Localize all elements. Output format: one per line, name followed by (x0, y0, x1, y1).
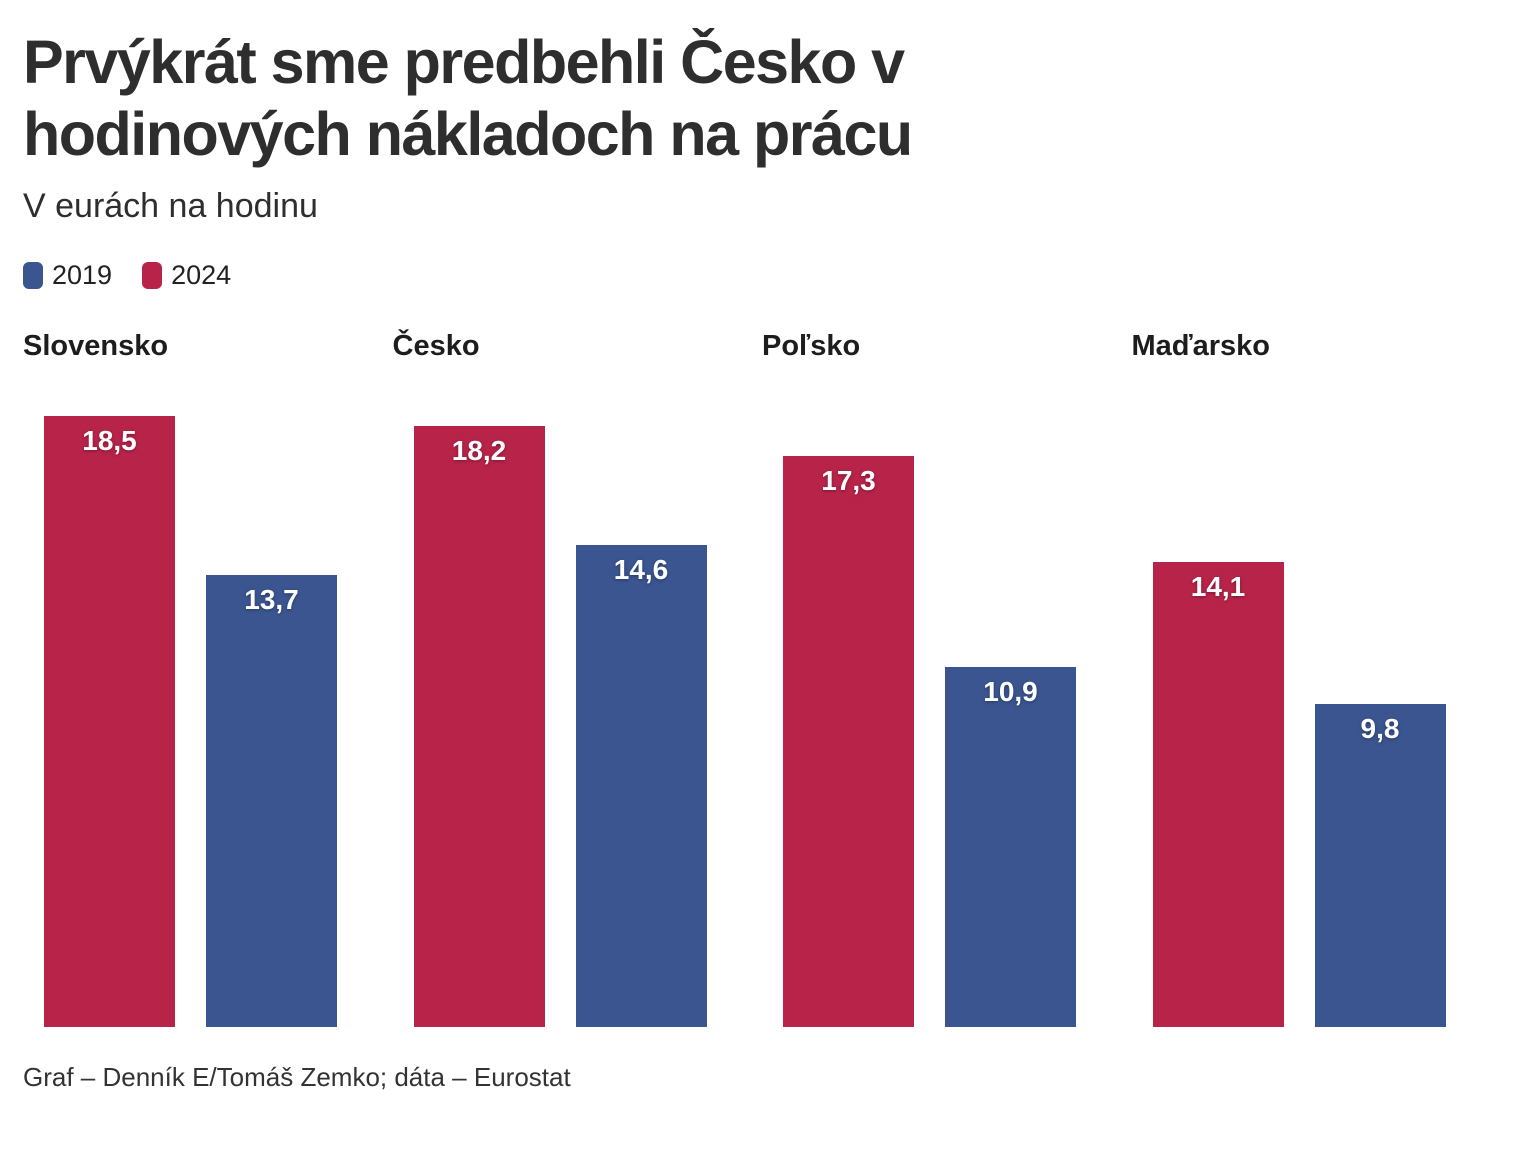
bar-value-label: 18,5 (82, 425, 137, 456)
legend-swatch-2019 (23, 262, 43, 289)
category-label-polsko: Poľsko (762, 330, 861, 362)
bar-value-label: 17,3 (821, 465, 876, 496)
bar-value-label: 14,6 (613, 554, 669, 585)
category-label-slovensko: Slovensko (23, 330, 169, 362)
bar-group-cesko: 18,2 14,6 (393, 387, 763, 1027)
category-label-madarsko: Maďarsko (1131, 330, 1271, 362)
legend-label-2024: 2024 (171, 260, 232, 290)
legend: 2019 2024 (23, 262, 1501, 289)
bar-group-slovensko: 18,5 13,7 (23, 387, 393, 1027)
bar-2019-slovensko: 13,7 (206, 575, 337, 1027)
bar-group-polsko: 17,3 10,9 (762, 387, 1132, 1027)
legend-item-2024: 2024 (142, 262, 231, 289)
bar-2019-madarsko: 9,8 (1314, 704, 1446, 1027)
facet-madarsko: Maďarsko 14,1 9,8 (1132, 331, 1502, 1027)
category-label-cesko: Česko (392, 330, 480, 362)
bar-value-label: 10,9 (983, 676, 1038, 707)
facet-cesko: Česko 18,2 14,6 (393, 331, 763, 1027)
facets-row: Slovensko 18,5 13,7 Česko 18,2 14,6 (23, 331, 1501, 1027)
bar-2024-cesko: 18,2 (413, 426, 545, 1027)
legend-swatch-2024 (142, 262, 163, 289)
bar-2024-madarsko: 14,1 (1152, 562, 1284, 1027)
bar-value-label: 9,8 (1360, 713, 1400, 744)
chart-title: Prvýkrát sme predbehli Česko v hodinovýc… (23, 26, 1501, 170)
chart-title-line1: Prvýkrát sme predbehli Česko v (23, 28, 905, 96)
bar-value-label: 13,7 (244, 584, 299, 615)
legend-label-2019: 2019 (52, 260, 113, 290)
bar-value-label: 18,2 (451, 435, 507, 466)
bar-2019-polsko: 10,9 (945, 667, 1076, 1027)
legend-item-2019: 2019 (23, 262, 112, 289)
facet-polsko: Poľsko 17,3 10,9 (762, 331, 1132, 1027)
bar-2024-polsko: 17,3 (783, 456, 914, 1027)
facet-slovensko: Slovensko 18,5 13,7 (23, 331, 393, 1027)
chart-subtitle: V eurách na hodinu (23, 187, 318, 225)
chart-title-line2: hodinových nákladoch na prácu (23, 100, 913, 168)
bar-2019-cesko: 14,6 (575, 545, 707, 1027)
bar-group-madarsko: 14,1 9,8 (1132, 387, 1502, 1027)
bar-2024-slovensko: 18,5 (44, 416, 175, 1027)
source-credit: Graf – Denník E/Tomáš Zemko; dáta – Euro… (23, 1062, 571, 1092)
bar-value-label: 14,1 (1190, 571, 1246, 602)
